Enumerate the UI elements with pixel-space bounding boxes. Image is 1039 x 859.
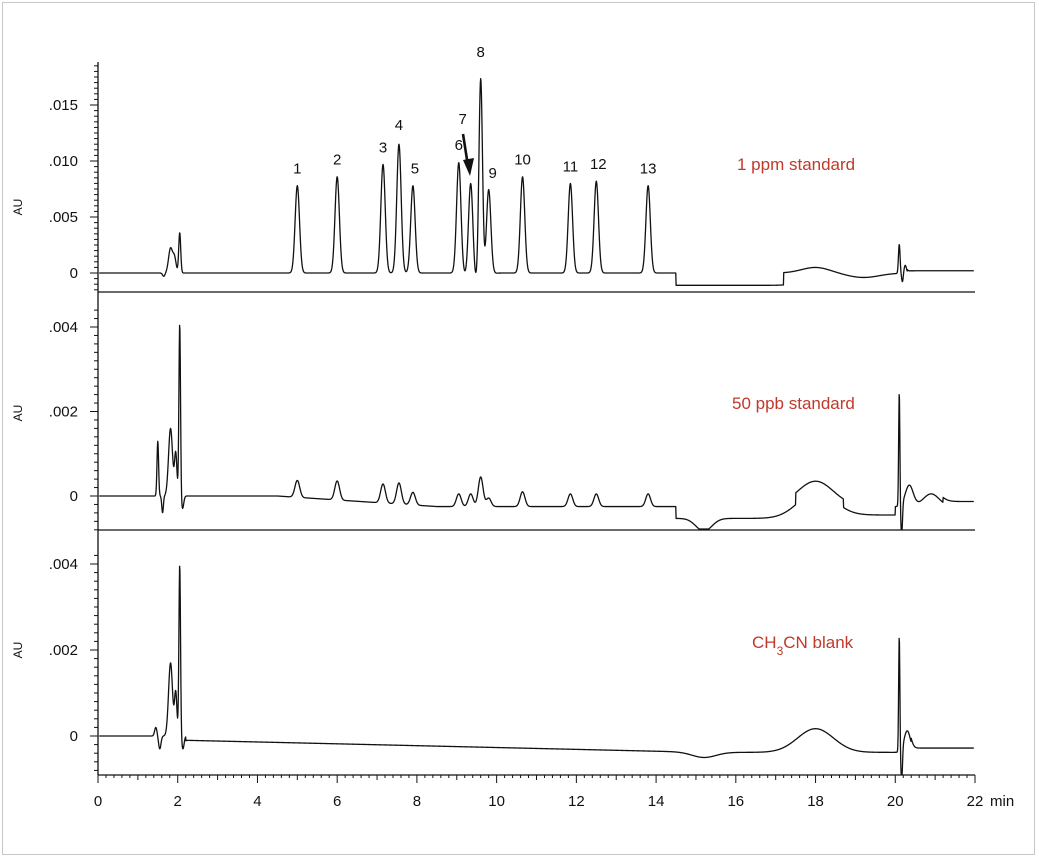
y-tick-label: .002 (49, 642, 78, 659)
peak-label: 6 (455, 137, 463, 154)
x-tick-label: 0 (94, 793, 102, 810)
panel-2-label: 50 ppb standard (732, 394, 855, 413)
peak-label: 11 (563, 158, 579, 175)
x-tick-label: 10 (488, 793, 505, 810)
panel-3-trace (98, 565, 975, 775)
y-tick-label: .005 (49, 209, 78, 226)
x-tick-label: 18 (807, 793, 824, 810)
x-tick-label: 2 (174, 793, 182, 810)
peak-label: 12 (590, 156, 607, 173)
panel-1-label: 1 ppm standard (737, 155, 855, 174)
y-tick-label: .002 (49, 404, 78, 421)
y-tick-label: .010 (49, 153, 78, 170)
x-tick-label: 12 (568, 793, 585, 810)
x-tick-label: 6 (333, 793, 341, 810)
peak-label: 3 (379, 139, 387, 156)
x-tick-label: 22 (967, 793, 984, 810)
x-tick-label: 8 (413, 793, 421, 810)
panel-1-y-ticks: 0 .005 .010 .015 (49, 65, 98, 291)
panel-2: AU 0 .002 .004 50 ppb standard (11, 309, 975, 531)
peak-label: 5 (411, 161, 419, 178)
peak-label: 9 (488, 165, 496, 182)
y-tick-label: .015 (49, 97, 78, 114)
peak-label: 13 (640, 161, 657, 178)
panel-3: AU 0 .002 .004 CH3CN blank (11, 554, 975, 775)
x-tick-label: 20 (887, 793, 904, 810)
x-unit-label: min (990, 793, 1014, 810)
peak-label: 10 (514, 152, 531, 169)
panel-1-ylabel: AU (11, 199, 25, 216)
y-tick-label: .004 (49, 556, 78, 573)
x-axis-ticks: 0 2 4 6 8 10 12 14 16 18 20 22 (94, 775, 984, 810)
panel-2-trace (98, 324, 975, 530)
peak-label: 8 (477, 44, 485, 61)
peak-label: 4 (395, 117, 403, 134)
panel-3-label: CH3CN blank (752, 633, 854, 658)
y-tick-label: .004 (49, 319, 78, 336)
peak-label: 1 (293, 161, 301, 178)
y-tick-label: 0 (70, 488, 78, 505)
y-tick-label: 0 (70, 728, 78, 745)
peak-label: 7 (459, 111, 467, 128)
panel-1-trace (98, 78, 975, 286)
panel-3-y-ticks: 0 .002 .004 (49, 554, 98, 771)
panel-3-ylabel: AU (11, 642, 25, 659)
y-tick-label: 0 (70, 265, 78, 282)
panel-2-ylabel: AU (11, 405, 25, 422)
x-tick-label: 16 (727, 793, 744, 810)
panel-2-y-ticks: 0 .002 .004 (49, 309, 98, 531)
peak-7-arrow (461, 133, 474, 176)
x-tick-label: 14 (648, 793, 665, 810)
x-tick-label: 4 (253, 793, 261, 810)
peak-label: 2 (333, 152, 341, 169)
